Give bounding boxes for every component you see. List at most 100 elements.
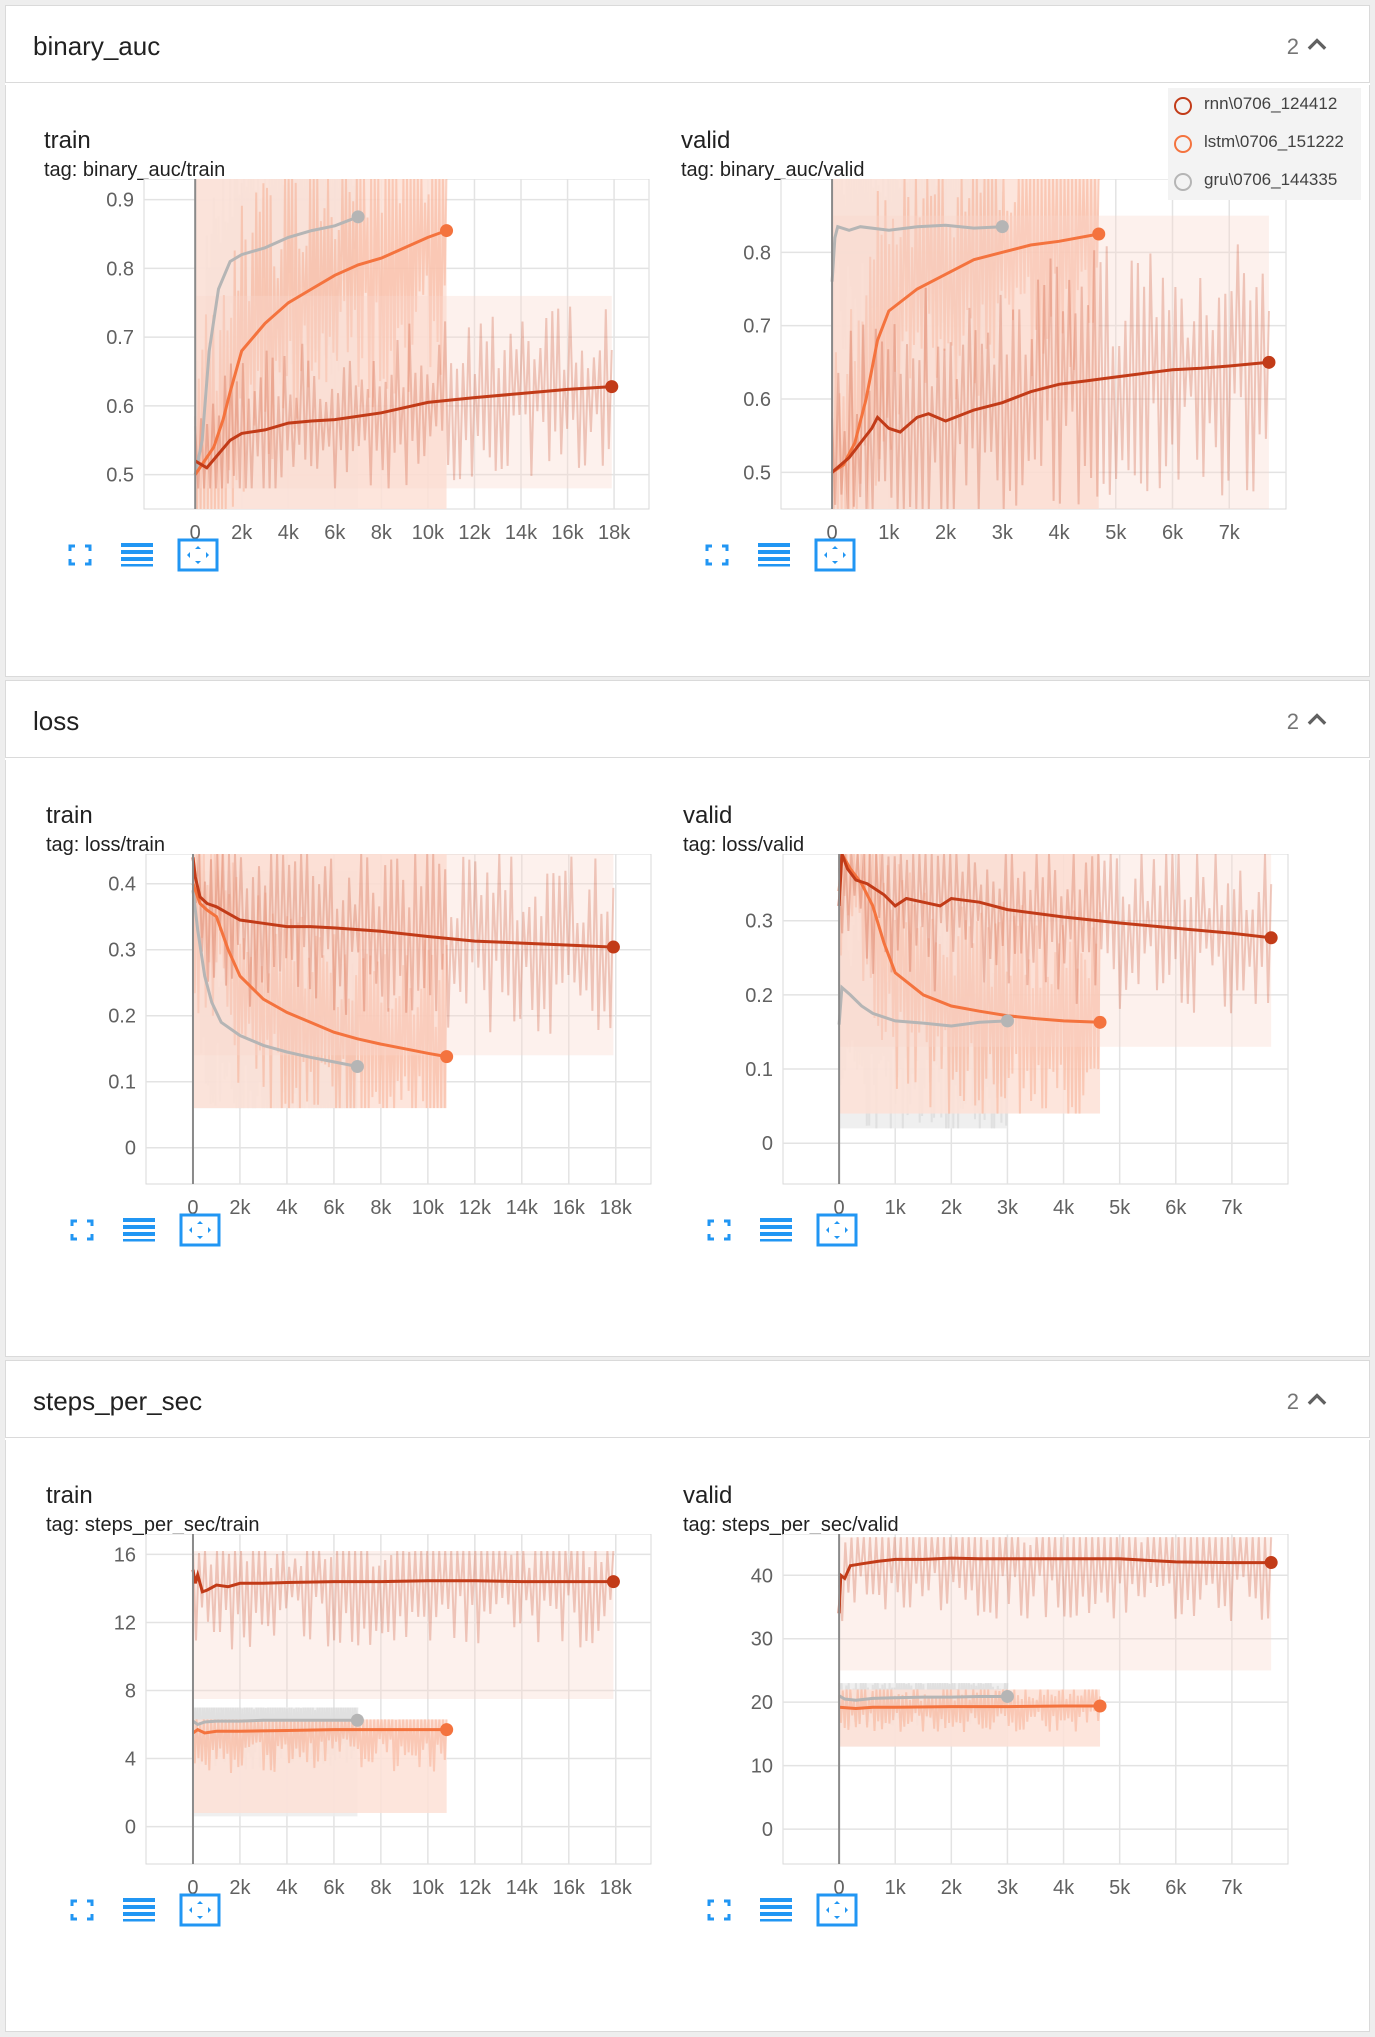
raw-trace bbox=[838, 1537, 1273, 1622]
y-tick-label: 0.6 bbox=[743, 389, 771, 411]
x-tick-label: 0 bbox=[827, 522, 838, 539]
line-chart[interactable]: 0 2k 4k 6k 8k 10k 12k 14k 16k 18k 0.5 0.6 0.7 0.8 0.9 bbox=[44, 179, 684, 539]
run-color-circle bbox=[1174, 135, 1192, 153]
chart-tag: tag: steps_per_sec/valid bbox=[683, 1514, 899, 1536]
raw-band bbox=[192, 854, 614, 1056]
x-tick-label: 6k bbox=[324, 522, 346, 539]
x-tick-label: 4k bbox=[1053, 1877, 1075, 1894]
expand-chart-icon[interactable] bbox=[813, 537, 856, 573]
fit-to-screen-icon[interactable] bbox=[60, 537, 100, 573]
section-binary-auc: binary_auc 2 train tag: binary_auc/train 0… bbox=[5, 5, 1370, 677]
x-tick-label: 14k bbox=[505, 522, 538, 539]
x-tick-label: 10k bbox=[412, 522, 445, 539]
y-tick-label: 0.3 bbox=[108, 940, 136, 962]
raw-band bbox=[192, 854, 447, 1109]
chart-card: valid tag: steps_per_sec/valid 0 1k 2k 3k 4k 5k… bbox=[683, 1482, 1323, 1952]
chevron-up-icon[interactable] bbox=[1303, 1385, 1331, 1413]
raw-trace bbox=[838, 854, 1101, 1114]
x-tick-label: 18k bbox=[600, 1197, 633, 1214]
chevron-up-icon[interactable] bbox=[1303, 705, 1331, 733]
x-tick-label: 5k bbox=[1109, 1197, 1131, 1214]
x-tick-label: 2k bbox=[229, 1877, 251, 1894]
run-color-circle bbox=[1174, 173, 1192, 191]
y-tick-label: 0 bbox=[762, 1133, 773, 1155]
y-tick-label: 0.4 bbox=[108, 874, 136, 896]
section-title: loss bbox=[33, 706, 80, 736]
legend-item-rnn[interactable]: rnn\0706_124412 bbox=[1168, 88, 1361, 124]
legend-label: rnn\0706_124412 bbox=[1204, 94, 1338, 113]
data-table-icon[interactable] bbox=[753, 537, 793, 573]
expand-chart-icon[interactable] bbox=[178, 1212, 221, 1248]
legend-item-gru[interactable]: gru\0706_144335 bbox=[1168, 164, 1361, 200]
x-tick-label: 16k bbox=[553, 1877, 586, 1894]
fit-to-screen-icon[interactable] bbox=[62, 1892, 102, 1928]
series-line bbox=[191, 857, 614, 949]
data-table-icon[interactable] bbox=[755, 1212, 795, 1248]
line-chart[interactable]: 0 1k 2k 3k 4k 5k 6k 7k 0 0.1 0.2 0.3 bbox=[683, 854, 1323, 1214]
raw-trace bbox=[194, 306, 613, 489]
chart-title: train bbox=[44, 127, 91, 154]
line-chart[interactable]: 0 2k 4k 6k 8k 10k 12k 14k 16k 18k 0 4 8 12 16 bbox=[46, 1534, 686, 1894]
x-tick-label: 8k bbox=[370, 1877, 392, 1894]
data-table-icon[interactable] bbox=[116, 537, 156, 573]
fit-to-screen-icon[interactable] bbox=[62, 1212, 102, 1248]
x-tick-label: 12k bbox=[459, 1197, 492, 1214]
line-chart[interactable]: 0 1k 2k 3k 4k 5k 6k 7k 0 10 20 30 40 bbox=[683, 1534, 1323, 1894]
legend-item-lstm[interactable]: lstm\0706_151222 bbox=[1168, 126, 1361, 162]
data-table-icon[interactable] bbox=[755, 1892, 795, 1928]
data-table-icon[interactable] bbox=[118, 1212, 158, 1248]
x-tick-label: 6k bbox=[323, 1877, 345, 1894]
y-tick-label: 0 bbox=[762, 1819, 773, 1841]
series-line bbox=[837, 1556, 1272, 1614]
section-title: binary_auc bbox=[33, 31, 161, 61]
x-tick-label: 3k bbox=[997, 1877, 1019, 1894]
x-tick-label: 1k bbox=[885, 1877, 907, 1894]
x-tick-label: 2k bbox=[941, 1197, 963, 1214]
line-chart[interactable]: 0 1k 2k 3k 4k 5k 6k 7k 0.5 0.6 0.7 0.8 bbox=[681, 179, 1321, 539]
x-tick-label: 14k bbox=[506, 1877, 539, 1894]
line-chart[interactable]: 0 2k 4k 6k 8k 10k 12k 14k 16k 18k 0 0.1 0.2 0.3 0.4 bbox=[46, 854, 686, 1214]
chart-tag: tag: loss/train bbox=[46, 834, 165, 856]
series-line bbox=[191, 883, 447, 1059]
y-tick-label: 0 bbox=[125, 1138, 136, 1160]
x-tick-label: 12k bbox=[458, 522, 491, 539]
x-tick-label: 10k bbox=[412, 1877, 445, 1894]
fit-to-screen-icon[interactable] bbox=[699, 1892, 739, 1928]
x-tick-label: 18k bbox=[598, 522, 631, 539]
section-header[interactable]: binary_auc 2 bbox=[5, 5, 1370, 83]
x-tick-label: 2k bbox=[229, 1197, 251, 1214]
x-tick-label: 16k bbox=[551, 522, 584, 539]
section-header[interactable]: loss 2 bbox=[5, 680, 1370, 758]
y-tick-label: 8 bbox=[125, 1680, 136, 1702]
x-tick-label: 0 bbox=[834, 1197, 845, 1214]
x-tick-label: 4k bbox=[1053, 1197, 1075, 1214]
y-tick-label: 30 bbox=[751, 1629, 773, 1651]
y-tick-label: 20 bbox=[751, 1692, 773, 1714]
x-tick-label: 0 bbox=[190, 522, 201, 539]
section-body: train tag: binary_auc/train 0 2k 4k 6k 8k 10k 12… bbox=[5, 85, 1370, 677]
fit-to-screen-icon[interactable] bbox=[699, 1212, 739, 1248]
section-header[interactable]: steps_per_sec 2 bbox=[5, 1360, 1370, 1438]
chart-title: train bbox=[46, 802, 93, 829]
x-tick-label: 2k bbox=[941, 1877, 963, 1894]
data-table-icon[interactable] bbox=[118, 1892, 158, 1928]
chart-card: train tag: binary_auc/train 0 2k 4k 6k 8k 10k 12… bbox=[44, 127, 684, 597]
x-tick-label: 0 bbox=[187, 1197, 198, 1214]
fit-to-screen-icon[interactable] bbox=[697, 537, 737, 573]
section-count: 2 bbox=[1286, 1389, 1299, 1414]
expand-chart-icon[interactable] bbox=[176, 537, 219, 573]
expand-chart-icon[interactable] bbox=[815, 1212, 858, 1248]
expand-chart-icon[interactable] bbox=[178, 1892, 221, 1928]
series-endpoint bbox=[1264, 931, 1278, 945]
chevron-up-icon[interactable] bbox=[1303, 30, 1331, 58]
x-tick-label: 16k bbox=[553, 1197, 586, 1214]
x-tick-label: 6k bbox=[323, 1197, 345, 1214]
y-tick-label: 0.2 bbox=[745, 985, 773, 1007]
section-steps-per-sec: steps_per_sec 2 train tag: steps_per_sec/… bbox=[5, 1360, 1370, 2032]
y-tick-label: 12 bbox=[114, 1612, 136, 1634]
y-tick-label: 4 bbox=[125, 1749, 136, 1771]
series-endpoint bbox=[1000, 1014, 1014, 1028]
series-line bbox=[830, 223, 1003, 282]
expand-chart-icon[interactable] bbox=[815, 1892, 858, 1928]
series-line bbox=[193, 229, 448, 476]
